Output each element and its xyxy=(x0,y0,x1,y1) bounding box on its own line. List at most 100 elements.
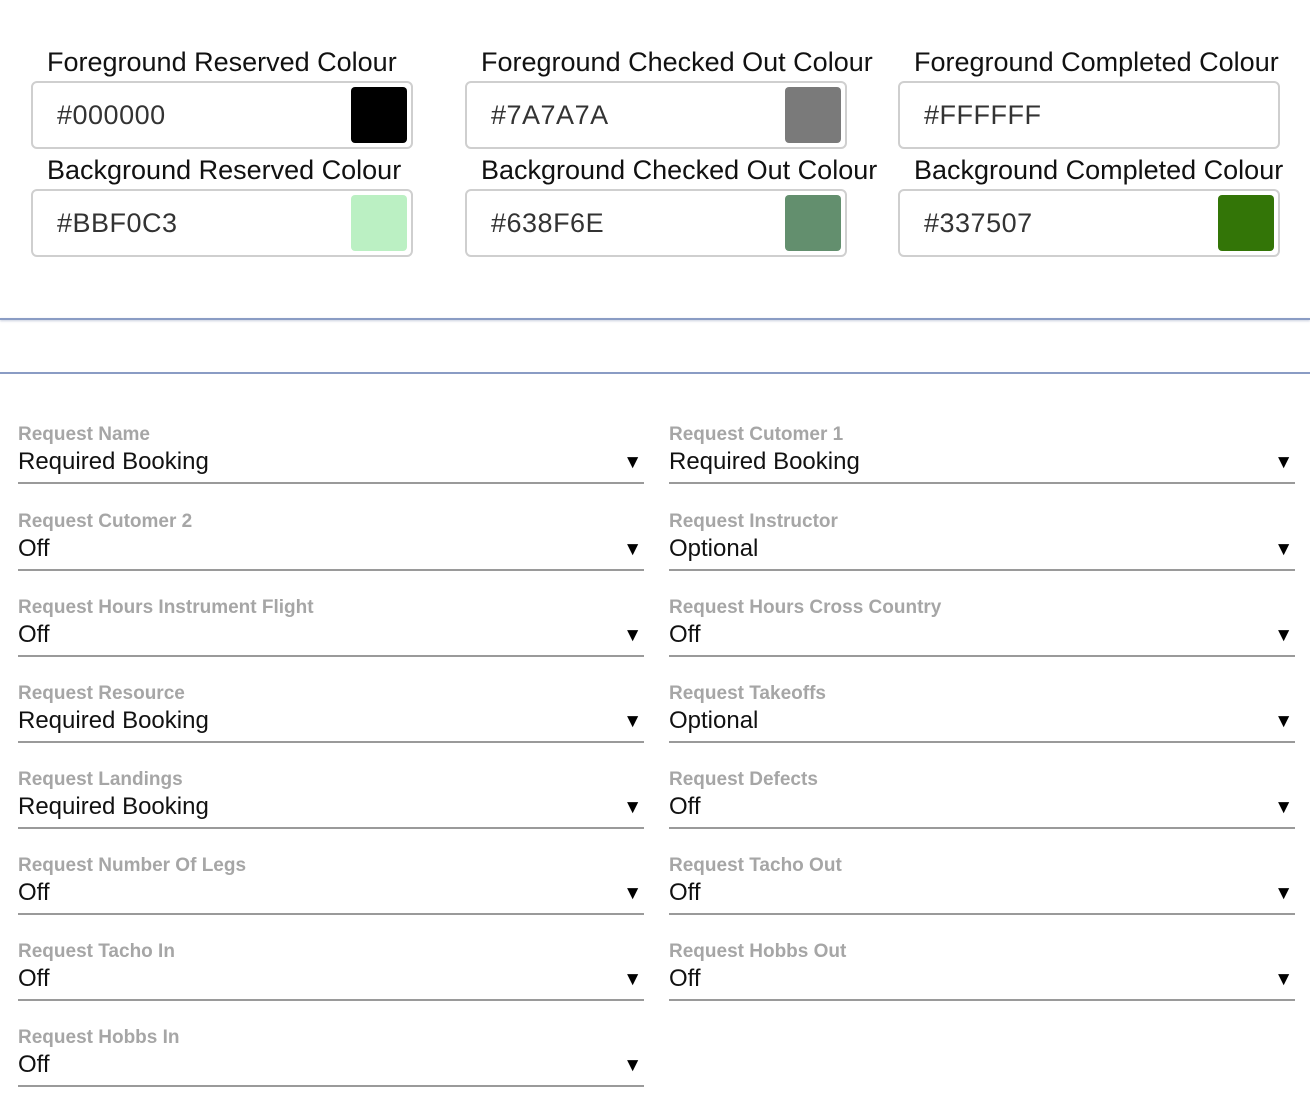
dropdown-arrow-icon[interactable]: ▼ xyxy=(623,797,642,819)
request-hours-instrument-flight-select[interactable]: Request Hours Instrument Flight Off ▼ xyxy=(18,597,644,657)
field-label: Foreground Reserved Colour xyxy=(47,43,397,81)
colour-swatch[interactable] xyxy=(1218,195,1274,251)
field-underline xyxy=(18,741,644,743)
colour-swatch[interactable] xyxy=(785,87,841,143)
dropdown-arrow-icon[interactable]: ▼ xyxy=(1274,797,1293,819)
dropdown-arrow-icon[interactable]: ▼ xyxy=(623,625,642,647)
request-hobbs-in-select[interactable]: Request Hobbs In Off ▼ xyxy=(18,1027,644,1087)
field-underline xyxy=(18,1085,644,1087)
selected-value[interactable]: Off xyxy=(669,621,701,649)
field-underline xyxy=(18,827,644,829)
colour-swatch[interactable] xyxy=(785,195,841,251)
field-label: Request Instructor xyxy=(669,511,838,533)
colour-input[interactable]: #BBF0C3 xyxy=(31,189,413,257)
selected-value[interactable]: Off xyxy=(669,879,701,907)
field-label: Request Name xyxy=(18,424,150,446)
selected-value[interactable]: Off xyxy=(18,535,50,563)
selected-value[interactable]: Required Booking xyxy=(18,707,209,735)
selected-value[interactable]: Off xyxy=(18,621,50,649)
field-underline xyxy=(669,655,1295,657)
field-underline xyxy=(669,569,1295,571)
colour-settings: Foreground Reserved Colour #000000 Foreg… xyxy=(0,0,1310,320)
field-underline xyxy=(18,482,644,484)
field-underline xyxy=(18,655,644,657)
selected-value[interactable]: Required Booking xyxy=(18,793,209,821)
colour-input[interactable]: #000000 xyxy=(31,81,413,149)
colour-hex-value[interactable]: #337507 xyxy=(924,191,1033,255)
field-label: Request Cutomer 2 xyxy=(18,511,192,533)
request-tacho-in-select[interactable]: Request Tacho In Off ▼ xyxy=(18,941,644,1001)
field-underline xyxy=(669,741,1295,743)
dropdown-arrow-icon[interactable]: ▼ xyxy=(623,539,642,561)
field-label: Request Hobbs In xyxy=(18,1027,180,1049)
colour-hex-value[interactable]: #638F6E xyxy=(491,191,604,255)
dropdown-arrow-icon[interactable]: ▼ xyxy=(623,711,642,733)
dropdown-arrow-icon[interactable]: ▼ xyxy=(623,452,642,474)
field-label: Foreground Completed Colour xyxy=(914,43,1279,81)
request-hobbs-out-select[interactable]: Request Hobbs Out Off ▼ xyxy=(669,941,1295,1001)
request-landings-select[interactable]: Request Landings Required Booking ▼ xyxy=(18,769,644,829)
request-instructor-select[interactable]: Request Instructor Optional ▼ xyxy=(669,511,1295,571)
field-label: Request Number Of Legs xyxy=(18,855,246,877)
selected-value[interactable]: Off xyxy=(18,965,50,993)
colour-input[interactable]: #7A7A7A xyxy=(465,81,847,149)
field-label: Request Hours Instrument Flight xyxy=(18,597,314,619)
field-label: Background Checked Out Colour xyxy=(481,151,877,189)
colour-input[interactable]: #FFFFFF xyxy=(898,81,1280,149)
colour-input[interactable]: #638F6E xyxy=(465,189,847,257)
section-divider-bottom xyxy=(0,372,1310,374)
request-number-of-legs-select[interactable]: Request Number Of Legs Off ▼ xyxy=(18,855,644,915)
dropdown-arrow-icon[interactable]: ▼ xyxy=(1274,539,1293,561)
selected-value[interactable]: Off xyxy=(18,1051,50,1079)
colour-hex-value[interactable]: #BBF0C3 xyxy=(57,191,178,255)
field-label: Request Takeoffs xyxy=(669,683,826,705)
selected-value[interactable]: Off xyxy=(669,965,701,993)
request-resource-select[interactable]: Request Resource Required Booking ▼ xyxy=(18,683,644,743)
request-cutomer-1-select[interactable]: Request Cutomer 1 Required Booking ▼ xyxy=(669,424,1295,484)
field-underline xyxy=(669,827,1295,829)
field-label: Background Completed Colour xyxy=(914,151,1283,189)
dropdown-arrow-icon[interactable]: ▼ xyxy=(623,1055,642,1077)
request-cutomer-2-select[interactable]: Request Cutomer 2 Off ▼ xyxy=(18,511,644,571)
field-label: Background Reserved Colour xyxy=(47,151,401,189)
section-divider-top xyxy=(0,318,1310,320)
selected-value[interactable]: Optional xyxy=(669,535,758,563)
colour-swatch[interactable] xyxy=(351,195,407,251)
dropdown-arrow-icon[interactable]: ▼ xyxy=(623,883,642,905)
field-label: Request Landings xyxy=(18,769,183,791)
field-label: Request Hobbs Out xyxy=(669,941,846,963)
colour-input[interactable]: #337507 xyxy=(898,189,1280,257)
colour-swatch[interactable] xyxy=(1218,87,1274,143)
field-label: Request Defects xyxy=(669,769,818,791)
field-underline xyxy=(18,999,644,1001)
request-name-select[interactable]: Request Name Required Booking ▼ xyxy=(18,424,644,484)
field-underline xyxy=(669,913,1295,915)
request-defects-select[interactable]: Request Defects Off ▼ xyxy=(669,769,1295,829)
field-underline xyxy=(18,913,644,915)
dropdown-arrow-icon[interactable]: ▼ xyxy=(1274,969,1293,991)
dropdown-arrow-icon[interactable]: ▼ xyxy=(1274,711,1293,733)
field-underline xyxy=(18,569,644,571)
field-label: Foreground Checked Out Colour xyxy=(481,43,873,81)
colour-hex-value[interactable]: #FFFFFF xyxy=(924,83,1041,147)
selected-value[interactable]: Required Booking xyxy=(18,448,209,476)
selected-value[interactable]: Off xyxy=(669,793,701,821)
selected-value[interactable]: Optional xyxy=(669,707,758,735)
field-label: Request Tacho In xyxy=(18,941,175,963)
field-label: Request Cutomer 1 xyxy=(669,424,843,446)
dropdown-arrow-icon[interactable]: ▼ xyxy=(1274,883,1293,905)
colour-hex-value[interactable]: #7A7A7A xyxy=(491,83,609,147)
dropdown-arrow-icon[interactable]: ▼ xyxy=(1274,625,1293,647)
field-underline xyxy=(669,482,1295,484)
request-tacho-out-select[interactable]: Request Tacho Out Off ▼ xyxy=(669,855,1295,915)
dropdown-arrow-icon[interactable]: ▼ xyxy=(1274,452,1293,474)
selected-value[interactable]: Required Booking xyxy=(669,448,860,476)
colour-swatch[interactable] xyxy=(351,87,407,143)
dropdown-arrow-icon[interactable]: ▼ xyxy=(623,969,642,991)
request-takeoffs-select[interactable]: Request Takeoffs Optional ▼ xyxy=(669,683,1295,743)
request-hours-cross-country-select[interactable]: Request Hours Cross Country Off ▼ xyxy=(669,597,1295,657)
field-label: Request Tacho Out xyxy=(669,855,842,877)
colour-hex-value[interactable]: #000000 xyxy=(57,83,166,147)
selected-value[interactable]: Off xyxy=(18,879,50,907)
